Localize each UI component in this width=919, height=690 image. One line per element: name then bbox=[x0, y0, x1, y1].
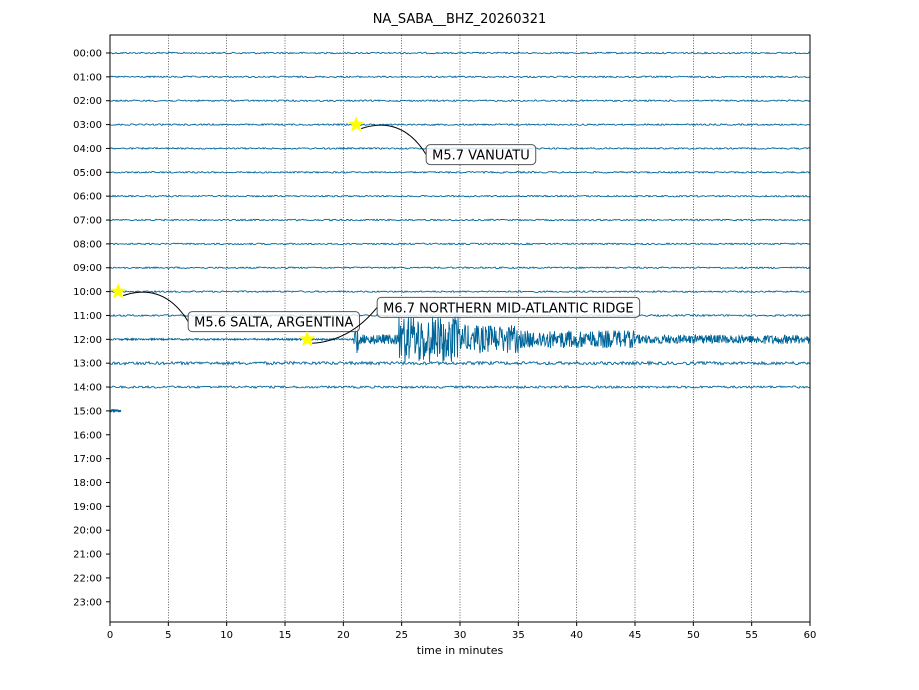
y-tick-label: 18:00 bbox=[73, 478, 102, 489]
seismic-trace-0800 bbox=[109, 242, 811, 246]
x-tick-label: 35 bbox=[512, 630, 525, 641]
event-connector bbox=[361, 124, 427, 155]
seismic-trace-0100 bbox=[110, 75, 811, 79]
event-label: M5.7 VANUATU bbox=[432, 149, 530, 164]
y-tick-label: 08:00 bbox=[73, 239, 102, 250]
x-tick-label: 30 bbox=[454, 630, 467, 641]
x-tick-label: 20 bbox=[337, 630, 350, 641]
seismic-trace-0300 bbox=[109, 123, 811, 127]
y-tick-label: 21:00 bbox=[73, 550, 102, 561]
x-tick-label: 5 bbox=[165, 630, 171, 641]
x-tick-label: 45 bbox=[629, 630, 642, 641]
x-tick-label: 50 bbox=[687, 630, 700, 641]
y-tick-label: 01:00 bbox=[73, 72, 102, 83]
y-tick-label: 13:00 bbox=[73, 359, 102, 370]
y-tick-label: 12:00 bbox=[73, 335, 102, 346]
y-tick-label: 09:00 bbox=[73, 263, 102, 274]
event-label-box bbox=[376, 296, 641, 318]
x-tick-label: 15 bbox=[279, 630, 292, 641]
y-tick-label: 07:00 bbox=[73, 216, 102, 227]
y-tick-label: 15:00 bbox=[73, 406, 102, 417]
y-tick-label: 23:00 bbox=[73, 597, 102, 608]
seismic-trace-0600 bbox=[109, 194, 811, 198]
y-tick-label: 02:00 bbox=[73, 96, 102, 107]
x-tick-label: 60 bbox=[804, 630, 817, 641]
x-tick-label: 0 bbox=[107, 630, 113, 641]
seismic-trace-0500 bbox=[109, 170, 811, 174]
seismic-trace-0000 bbox=[109, 51, 810, 55]
event-star-marker bbox=[347, 115, 365, 132]
y-tick-label: 17:00 bbox=[73, 454, 102, 465]
y-tick-label: 19:00 bbox=[73, 502, 102, 513]
x-tick-label: 25 bbox=[395, 630, 408, 641]
y-tick-label: 05:00 bbox=[73, 168, 102, 179]
event-label: M5.6 SALTA, ARGENTINA bbox=[194, 316, 353, 331]
x-tick-label: 40 bbox=[570, 630, 583, 641]
y-tick-label: 14:00 bbox=[73, 383, 102, 394]
x-tick-label: 10 bbox=[220, 630, 233, 641]
y-tick-label: 00:00 bbox=[73, 49, 102, 60]
event-star-marker bbox=[298, 330, 316, 347]
seismic-trace-1300 bbox=[109, 360, 811, 367]
y-tick-label: 10:00 bbox=[73, 287, 102, 298]
y-tick-label: 03:00 bbox=[73, 120, 102, 131]
seismic-trace-1000 bbox=[109, 289, 811, 294]
event-connector bbox=[312, 306, 378, 344]
event-star-marker bbox=[109, 282, 127, 299]
y-tick-label: 04:00 bbox=[73, 144, 102, 155]
y-tick-label: 06:00 bbox=[73, 192, 102, 203]
seismic-trace-1200 bbox=[109, 315, 811, 363]
event-label: M6.7 NORTHERN MID-ATLANTIC RIDGE bbox=[383, 301, 633, 316]
seismic-trace-0200 bbox=[109, 99, 811, 103]
y-tick-label: 20:00 bbox=[73, 526, 102, 537]
event-connector bbox=[123, 291, 189, 322]
seismic-trace-0700 bbox=[109, 218, 811, 222]
seismic-trace-1400 bbox=[109, 384, 811, 389]
event-label-box bbox=[187, 311, 360, 333]
x-tick-label: 55 bbox=[745, 630, 758, 641]
seismic-trace-1500 bbox=[109, 408, 122, 413]
y-tick-label: 16:00 bbox=[73, 430, 102, 441]
x-axis-label: time in minutes bbox=[416, 644, 504, 657]
y-tick-label: 11:00 bbox=[73, 311, 102, 322]
y-tick-label: 22:00 bbox=[73, 573, 102, 584]
seismic-trace-0900 bbox=[109, 266, 811, 270]
chart-title: NA_SABA__BHZ_20260321 bbox=[372, 12, 547, 27]
event-label-box bbox=[425, 144, 537, 166]
